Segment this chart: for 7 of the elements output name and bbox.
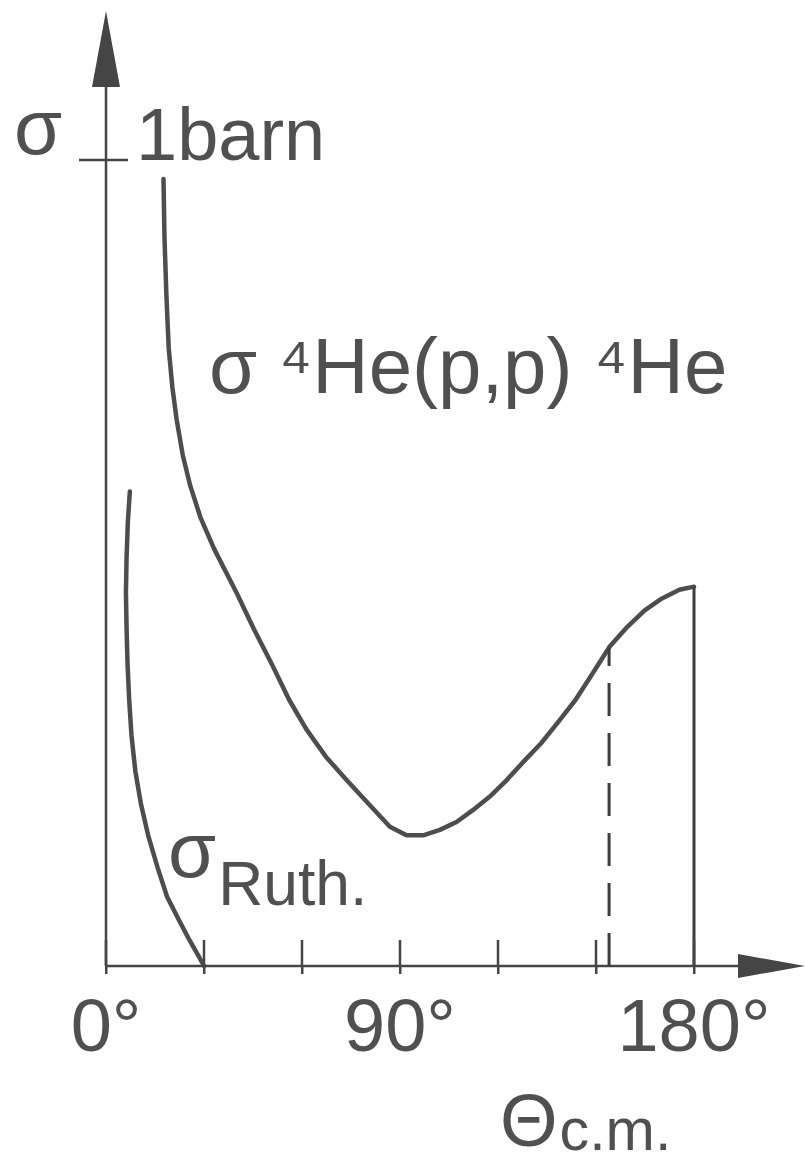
x-axis-title: Θc.m. <box>500 1079 672 1163</box>
series-label: σ ⁴He(p,p) ⁴He <box>209 322 728 410</box>
x-tick-label: 0° <box>70 983 142 1067</box>
x-tick-label: 90° <box>344 983 456 1067</box>
text: 1barn <box>136 93 326 176</box>
y-axis-title: σ <box>14 83 63 171</box>
x-tick-label: 180° <box>617 983 771 1067</box>
